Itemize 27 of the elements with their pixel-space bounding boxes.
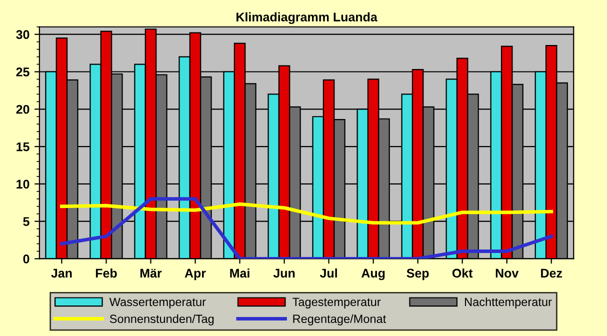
x-tick-label: Jul [320,268,337,278]
x-tick-label: Dez [541,268,562,278]
x-tick-label: Mai [230,268,250,278]
y-tick-label: 20 [16,104,30,114]
chart-title: Klimadiagramm Luanda [236,12,378,24]
legend-label: Nachttemperatur [465,297,552,308]
y-tick-label: 15 [16,142,30,152]
legend-label: Sonnenstunden/Tag [110,314,214,326]
x-tick-label: Okt [452,268,473,278]
y-tick-label: 5 [23,217,30,226]
y-tick-label: 10 [16,180,30,189]
x-tick-label: Jan [51,268,72,278]
x-tick-label: Sep [406,268,429,280]
legend-label: Wassertemperatur [109,298,206,308]
y-tick-label: 25 [16,68,30,76]
x-tick-label: Aug [361,268,385,280]
x-tick-label: Apr [184,268,206,280]
y-tick-label: 30 [16,30,30,40]
x-tick-label: Nov [496,268,519,278]
line-series [60,202,554,225]
x-tick-label: Feb [96,268,117,278]
line-series [60,197,554,259]
legend-label: Regentage/Monat [293,314,386,326]
y-tick-label: 0 [23,254,30,264]
x-tick-label: Jun [273,268,295,278]
legend-label: Tagestemperatur [292,298,381,308]
x-tick-label: Mär [140,268,162,278]
